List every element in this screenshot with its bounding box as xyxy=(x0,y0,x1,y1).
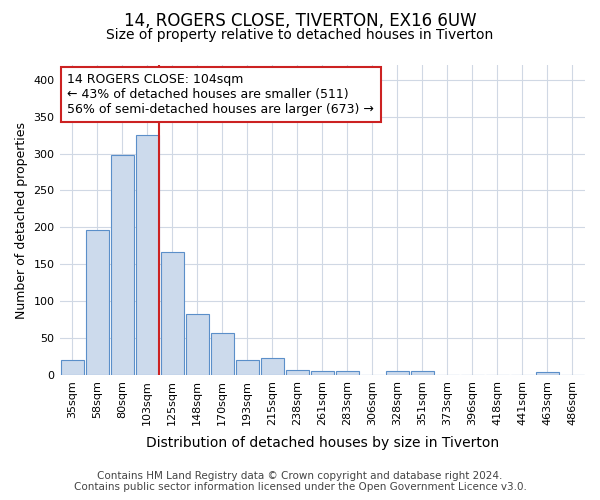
Y-axis label: Number of detached properties: Number of detached properties xyxy=(15,122,28,318)
Text: 14 ROGERS CLOSE: 104sqm
← 43% of detached houses are smaller (511)
56% of semi-d: 14 ROGERS CLOSE: 104sqm ← 43% of detache… xyxy=(67,73,374,116)
Bar xyxy=(161,252,184,375)
Bar xyxy=(261,358,284,375)
Bar xyxy=(185,314,209,375)
Bar xyxy=(336,370,359,375)
Bar xyxy=(411,372,434,375)
Bar xyxy=(236,360,259,375)
Bar xyxy=(311,370,334,375)
Bar xyxy=(286,370,309,375)
Bar xyxy=(110,155,134,375)
Bar xyxy=(211,333,233,375)
Text: 14, ROGERS CLOSE, TIVERTON, EX16 6UW: 14, ROGERS CLOSE, TIVERTON, EX16 6UW xyxy=(124,12,476,30)
Bar xyxy=(61,360,83,375)
Bar xyxy=(86,230,109,375)
Bar xyxy=(536,372,559,375)
Text: Contains HM Land Registry data © Crown copyright and database right 2024.
Contai: Contains HM Land Registry data © Crown c… xyxy=(74,471,526,492)
Bar xyxy=(136,135,158,375)
Text: Size of property relative to detached houses in Tiverton: Size of property relative to detached ho… xyxy=(106,28,494,42)
X-axis label: Distribution of detached houses by size in Tiverton: Distribution of detached houses by size … xyxy=(146,436,499,450)
Bar xyxy=(386,372,409,375)
